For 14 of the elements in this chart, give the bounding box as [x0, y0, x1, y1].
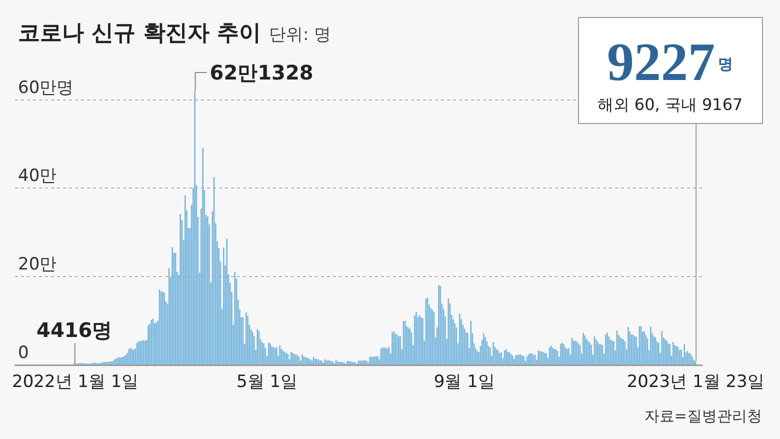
text: 단위: 명 [268, 25, 332, 45]
y-tick-label: 20만 [18, 254, 57, 275]
annotation: 4416명 [36, 318, 112, 342]
x-tick-label: 5월 1일 [236, 372, 298, 392]
y-tick-label: 60만명 [18, 78, 74, 98]
annotation: 62만1328 [210, 60, 314, 84]
x-tick-label: 9월 1일 [434, 372, 495, 392]
annotation: 해외 60, 국내 9167 [597, 95, 743, 114]
x-tick-label: 2022년 1월 1일 [12, 372, 139, 392]
y-tick-label: 0 [18, 343, 29, 363]
text: 자료=질병관리청 [644, 407, 762, 425]
x-tick-label: 2023년 1월 23일 [626, 372, 764, 392]
y-tick-label: 40만 [18, 166, 57, 186]
text: 코로나 신규 확진자 추이 [18, 21, 261, 46]
